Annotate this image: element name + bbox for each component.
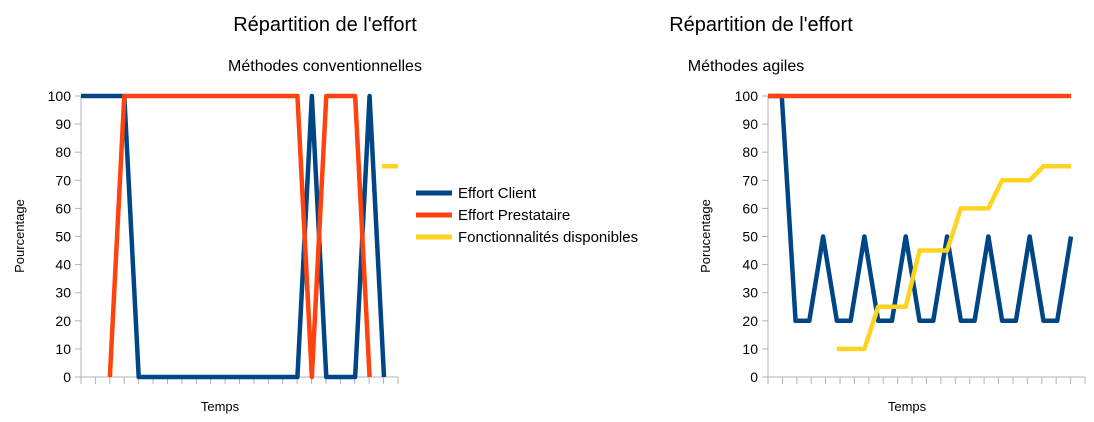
plot-area: 0 10 20 30 40 50 60 70 80 90 100 [48, 88, 399, 385]
y-tick-label: 60 [55, 200, 71, 216]
chart-agile: Répartition de l'effort Méthodes agiles … [669, 14, 1086, 414]
y-tick-label: 0 [63, 369, 71, 385]
series-line-fonctionnalites-disponibles [836, 164, 1071, 352]
y-tick-label: 70 [55, 172, 71, 188]
chart-title: Répartition de l'effort [233, 14, 417, 36]
legend: Effort Client Effort Prestataire Fonctio… [416, 185, 638, 246]
y-tick-label: 20 [55, 313, 71, 329]
y-tick-label: 40 [742, 257, 758, 273]
chart-title: Répartition de l'effort [669, 14, 853, 36]
legend-item-effort-prestataire: Effort Prestataire [416, 207, 570, 224]
y-tick-label: 10 [55, 341, 71, 357]
chart-conventional: Répartition de l'effort Méthodes convent… [12, 14, 638, 414]
series-line-effort-client [768, 93, 1074, 324]
legend-label-effort-prestataire: Effort Prestataire [458, 207, 570, 224]
legend-item-fonctionnalites: Fonctionnalités disponibles [416, 229, 638, 246]
y-tick-label: 70 [742, 172, 758, 188]
y-tick-label: 80 [55, 144, 71, 160]
y-tick-label: 20 [742, 313, 758, 329]
legend-item-effort-client: Effort Client [416, 185, 537, 202]
y-tick-label: 100 [735, 88, 759, 104]
chart-subtitle: Méthodes conventionnelles [228, 58, 422, 75]
y-tick-label: 90 [55, 116, 71, 132]
y-axis-label: Pourcentage [12, 199, 27, 273]
y-tick-label: 0 [750, 369, 758, 385]
y-tick-label: 10 [742, 341, 758, 357]
x-axis-label: Temps [888, 399, 927, 414]
series-line-effort-client [81, 93, 387, 380]
legend-label-effort-client: Effort Client [458, 185, 537, 202]
chart-subtitle: Méthodes agiles [688, 58, 805, 75]
y-tick-label: 100 [48, 88, 72, 104]
y-axis-label: Porucentage [698, 199, 713, 273]
series-line-effort-prestataire [107, 93, 372, 380]
x-axis-label: Temps [201, 399, 240, 414]
y-tick-label: 90 [742, 116, 758, 132]
y-tick-label: 30 [742, 285, 758, 301]
y-tick-label: 80 [742, 144, 758, 160]
plot-area: 0 10 20 30 40 50 60 70 80 90 100 [735, 88, 1086, 385]
y-tick-label: 60 [742, 200, 758, 216]
legend-label-fonctionnalites: Fonctionnalités disponibles [458, 229, 638, 246]
y-tick-label: 40 [55, 257, 71, 273]
y-tick-label: 50 [55, 229, 71, 245]
y-tick-label: 50 [742, 229, 758, 245]
y-tick-label: 30 [55, 285, 71, 301]
